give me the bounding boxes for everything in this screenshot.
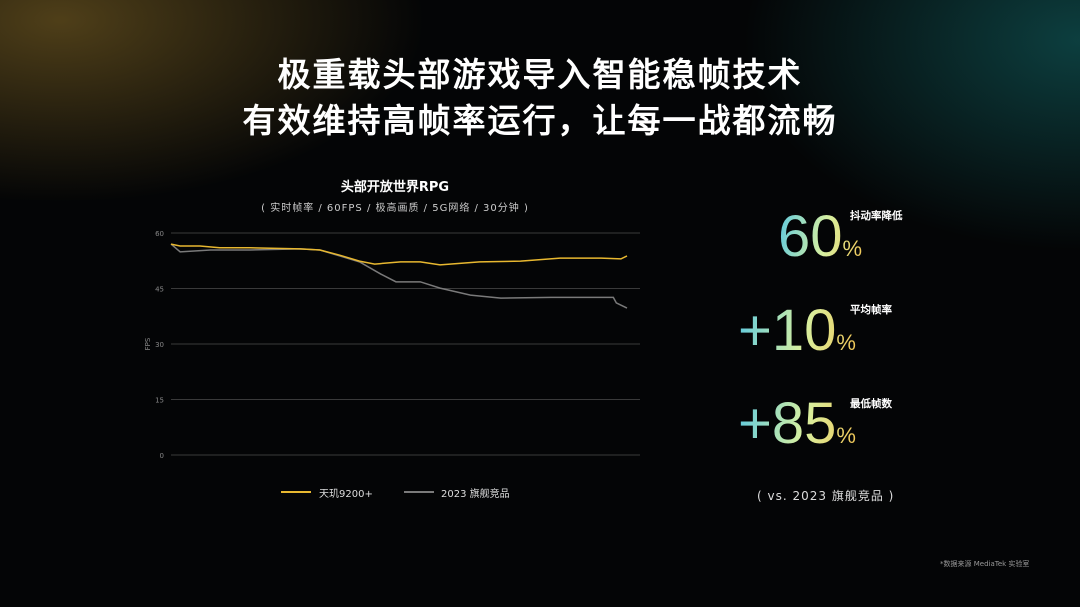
y-tick-label: 30 [155, 341, 164, 349]
stat-unit: % [836, 423, 856, 448]
legend-label-dimensity: 天玑9200+ [319, 489, 373, 500]
stat-value: +85 [738, 391, 837, 456]
headline-line-1: 极重载头部游戏导入智能稳帧技术 [277, 55, 803, 94]
stat-unit: % [836, 330, 856, 355]
legend-label-competitor: 2023 旗舰竞品 [441, 489, 510, 500]
legend-swatch-competitor [404, 491, 434, 493]
stat-min-fps: +85% [738, 395, 856, 465]
legend-swatch-dimensity [281, 491, 311, 493]
stat-min-fps-label: 最低帧数 [850, 398, 892, 410]
y-axis-label: FPS [144, 337, 152, 350]
stat-avg-fps: +10% [738, 302, 856, 372]
headline-line-2: 有效维持高帧率运行，让每一战都流畅 [242, 101, 838, 140]
stat-value: 60 [778, 204, 843, 269]
y-tick-label: 15 [155, 397, 164, 405]
comparison-note: ( vs. 2023 旗舰竞品 ) [757, 489, 895, 503]
series-line-competitor [170, 243, 628, 309]
y-tick-label: 60 [155, 230, 164, 238]
y-tick-label: 45 [155, 286, 164, 294]
stat-jitter-label: 抖动率降低 [850, 210, 903, 222]
series-line-dimensity [170, 243, 628, 266]
stat-value: +10 [738, 298, 837, 363]
stat-unit: % [842, 236, 863, 261]
chart-subtitle: ( 实时帧率 / 60FPS / 极高画质 / 5G网络 / 30分钟 ) [261, 203, 529, 214]
y-tick-label: 0 [160, 452, 164, 460]
footnote: *数据来源 MediaTek 实验室 [940, 560, 1030, 568]
stat-avg-fps-label: 平均帧率 [850, 304, 892, 316]
chart-title: 头部开放世界RPG [340, 180, 450, 195]
